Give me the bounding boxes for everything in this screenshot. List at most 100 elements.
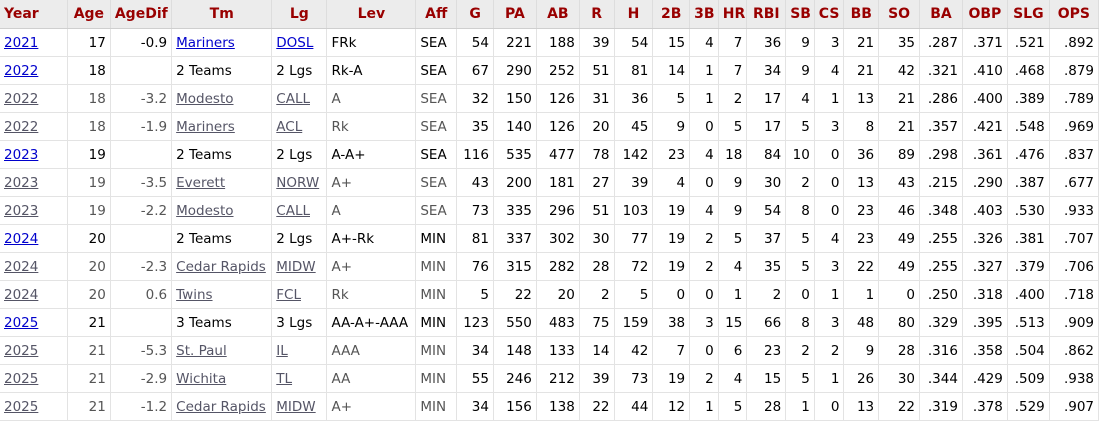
cell-r: 22: [579, 392, 615, 421]
year-link[interactable]: 2022: [4, 90, 39, 107]
cell-sb: 8: [785, 196, 815, 225]
cell-r: 51: [579, 196, 615, 225]
cell-cs: 3: [814, 252, 845, 281]
year-link[interactable]: 2022: [4, 62, 39, 79]
cell-aff: MIN: [415, 392, 458, 421]
column-header-h[interactable]: H: [614, 0, 654, 29]
team-link[interactable]: Mariners: [176, 118, 235, 135]
cell-sb: 8: [785, 308, 815, 337]
cell-obp: .290: [962, 168, 1008, 197]
column-header-3b[interactable]: 3B: [689, 0, 719, 29]
cell-hr: 1: [718, 280, 748, 309]
team-link[interactable]: Mariners: [176, 34, 235, 51]
league-link[interactable]: CALL: [276, 90, 310, 107]
team-link[interactable]: Everett: [176, 174, 226, 191]
year-link[interactable]: 2023: [4, 146, 39, 163]
team-link[interactable]: Wichita: [176, 370, 227, 387]
cell-rbi: 36: [746, 28, 787, 57]
league-link[interactable]: MIDW: [276, 398, 316, 415]
column-header-tm[interactable]: Tm: [171, 0, 273, 29]
column-header-obp[interactable]: OBP: [962, 0, 1008, 29]
column-header-lg[interactable]: Lg: [271, 0, 328, 29]
cell-lev: AAA: [326, 336, 417, 365]
cell-b2: 0: [652, 280, 691, 309]
team-link[interactable]: St. Paul: [176, 342, 227, 359]
cell-obp: .326: [962, 224, 1008, 253]
column-header-age[interactable]: Age: [67, 0, 111, 29]
year-link[interactable]: 2024: [4, 286, 39, 303]
column-header-so[interactable]: SO: [878, 0, 921, 29]
column-header-sb[interactable]: SB: [785, 0, 815, 29]
table-row: 2023 19 -2.2 Modesto CALL A SEA 73 335 296 51 103 19…: [0, 196, 1099, 225]
year-link[interactable]: 2025: [4, 370, 39, 387]
column-header-lev[interactable]: Lev: [326, 0, 417, 29]
cell-ops: .879: [1049, 56, 1099, 85]
cell-rbi: 35: [746, 252, 787, 281]
cell-age: 21: [67, 336, 111, 365]
cell-year: 2023: [0, 140, 68, 169]
cell-ops: .718: [1049, 280, 1099, 309]
cell-sb: 9: [785, 28, 815, 57]
team-link[interactable]: Cedar Rapids: [176, 258, 266, 275]
year-link[interactable]: 2024: [4, 258, 39, 275]
column-header-ba[interactable]: BA: [919, 0, 963, 29]
cell-slg: .468: [1007, 56, 1050, 85]
cell-slg: .521: [1007, 28, 1050, 57]
year-link[interactable]: 2024: [4, 230, 39, 247]
column-header-ops[interactable]: OPS: [1049, 0, 1099, 29]
league-link[interactable]: NORW: [276, 174, 320, 191]
cell-b3: 2: [689, 252, 719, 281]
year-link[interactable]: 2021: [4, 34, 39, 51]
league-link[interactable]: DOSL: [276, 34, 314, 51]
league-link[interactable]: FCL: [276, 286, 301, 303]
cell-ba: .298: [919, 140, 963, 169]
year-link[interactable]: 2023: [4, 202, 39, 219]
cell-bb: 26: [843, 364, 880, 393]
league-link[interactable]: MIDW: [276, 258, 316, 275]
cell-r: 51: [579, 56, 615, 85]
column-header-g[interactable]: G: [456, 0, 494, 29]
column-header-pa[interactable]: PA: [493, 0, 537, 29]
team-link[interactable]: Twins: [176, 286, 213, 303]
cell-bb: 13: [843, 392, 880, 421]
team-link[interactable]: Modesto: [176, 202, 234, 219]
cell-sb: 2: [785, 168, 815, 197]
cell-pa: 335: [493, 196, 537, 225]
cell-b2: 15: [652, 28, 691, 57]
cell-agedif: -2.9: [110, 364, 173, 393]
league-link[interactable]: IL: [276, 342, 288, 359]
year-link[interactable]: 2022: [4, 118, 39, 135]
year-link[interactable]: 2025: [4, 314, 39, 331]
cell-g: 76: [456, 252, 494, 281]
cell-pa: 315: [493, 252, 537, 281]
league-link[interactable]: ACL: [276, 118, 303, 135]
column-header-aff[interactable]: Aff: [415, 0, 458, 29]
table-row: 2023 19 -3.5 Everett NORW A+ SEA 43 200 181 27 39 4 0…: [0, 168, 1099, 197]
column-header-agedif[interactable]: AgeDif: [110, 0, 173, 29]
column-header-r[interactable]: R: [579, 0, 615, 29]
year-link[interactable]: 2023: [4, 174, 39, 191]
year-link[interactable]: 2025: [4, 342, 39, 359]
column-header-cs[interactable]: CS: [814, 0, 845, 29]
column-header-rbi[interactable]: RBI: [746, 0, 787, 29]
column-header-slg[interactable]: SLG: [1007, 0, 1050, 29]
cell-obp: .395: [962, 308, 1008, 337]
column-header-ab[interactable]: AB: [536, 0, 580, 29]
year-link[interactable]: 2025: [4, 398, 39, 415]
cell-ab: 302: [536, 224, 580, 253]
cell-sb: 5: [785, 252, 815, 281]
column-header-bb[interactable]: BB: [843, 0, 880, 29]
column-header-year[interactable]: Year: [0, 0, 68, 29]
cell-bb: 23: [843, 196, 880, 225]
column-header-hr[interactable]: HR: [718, 0, 748, 29]
cell-g: 123: [456, 308, 494, 337]
cell-cs: 3: [814, 308, 845, 337]
cell-agedif: -2.2: [110, 196, 173, 225]
league-link[interactable]: TL: [276, 370, 293, 387]
team-link[interactable]: Cedar Rapids: [176, 398, 266, 415]
cell-hr: 9: [718, 196, 748, 225]
league-link[interactable]: CALL: [276, 202, 310, 219]
column-header-2b[interactable]: 2B: [652, 0, 691, 29]
team-link[interactable]: Modesto: [176, 90, 234, 107]
